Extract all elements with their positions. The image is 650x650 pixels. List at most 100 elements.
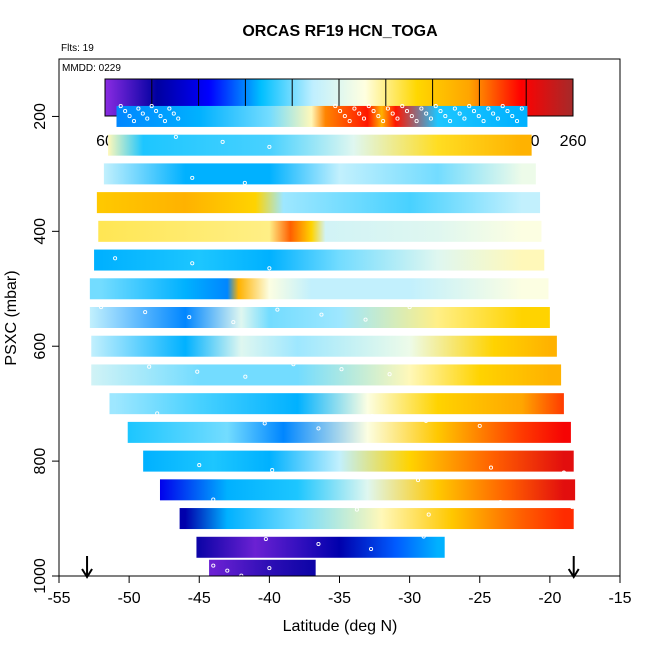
sample-point: [171, 111, 176, 116]
sample-point: [140, 111, 145, 116]
sample-point: [371, 109, 376, 114]
heatmap-bands: [89, 105, 576, 576]
sample-point: [263, 536, 268, 542]
sample-point: [267, 266, 272, 271]
sample-point: [158, 114, 163, 119]
sample-point: [409, 114, 414, 119]
sample-point: [220, 139, 225, 144]
sample-point: [376, 114, 381, 119]
sample-point: [136, 106, 141, 111]
sample-point: [414, 119, 419, 124]
sample-point: [231, 320, 236, 325]
sample-point: [570, 505, 575, 510]
sample-point: [208, 416, 213, 421]
heatmap-band: [159, 479, 576, 501]
sample-point: [471, 109, 477, 114]
sample-point: [426, 512, 431, 517]
sample-point: [211, 563, 216, 568]
sample-point: [363, 317, 368, 322]
sample-point: [127, 129, 132, 134]
heatmap-band: [98, 220, 542, 242]
x-tick-label: -55: [47, 590, 70, 607]
heatmap-band: [127, 421, 571, 443]
sample-point: [243, 374, 248, 379]
latitude-arrows: [81, 556, 580, 579]
sample-points: [99, 104, 575, 576]
sample-point: [147, 364, 152, 369]
sample-point: [190, 175, 195, 180]
sample-point: [145, 116, 150, 121]
sample-point: [123, 109, 128, 114]
flights-label: Flts: 19: [61, 43, 94, 54]
sample-point: [267, 144, 272, 149]
sample-point: [381, 119, 386, 124]
sample-point: [143, 310, 148, 315]
heatmap-band: [91, 364, 562, 386]
colorbar-tick-label: 260: [560, 133, 587, 150]
sample-point: [316, 426, 321, 431]
sample-point: [347, 119, 352, 124]
sample-point: [448, 119, 453, 124]
sample-point: [339, 367, 344, 372]
sample-point: [443, 114, 448, 119]
latitude-arrow: [567, 556, 580, 579]
sample-point: [319, 312, 324, 317]
sample-point: [477, 423, 482, 428]
latitude-arrow: [81, 556, 93, 579]
sample-point: [498, 500, 503, 505]
heatmap-band: [109, 393, 564, 415]
sample-point: [149, 104, 154, 109]
heatmap-band: [91, 335, 557, 357]
sample-point: [424, 111, 429, 116]
sample-point: [275, 307, 280, 312]
date-label: MMDD: 0229: [62, 63, 121, 74]
heatmap-band: [108, 134, 532, 156]
sample-point: [361, 116, 367, 121]
sample-point: [390, 111, 395, 116]
sample-point: [113, 256, 118, 261]
sample-point: [333, 104, 338, 109]
sample-point: [99, 305, 104, 310]
y-axis: 200 400 600 800 1000: [32, 103, 59, 594]
sample-point: [283, 502, 288, 507]
sample-point: [354, 507, 359, 512]
sample-point: [462, 116, 467, 121]
x-tick-label: -40: [258, 590, 281, 607]
sample-point: [438, 109, 443, 114]
sample-point: [428, 116, 434, 121]
heatmap-band: [179, 508, 574, 530]
sample-point: [197, 463, 202, 468]
sample-point: [500, 104, 505, 109]
sample-point: [505, 109, 510, 114]
x-tick-label: -25: [468, 590, 491, 607]
x-tick-label: -20: [538, 590, 561, 607]
sample-point: [433, 104, 438, 109]
sample-point: [457, 111, 462, 116]
sample-point: [476, 114, 481, 119]
sample-point: [262, 421, 267, 426]
heatmap-band: [89, 278, 549, 300]
sample-point: [343, 473, 348, 478]
sample-point: [270, 468, 275, 473]
sample-point: [435, 359, 440, 364]
sample-point: [385, 106, 390, 111]
sample-point: [352, 106, 357, 111]
sample-point: [357, 111, 362, 116]
sample-point: [225, 568, 230, 573]
sample-point: [510, 114, 515, 119]
sample-point: [395, 116, 400, 121]
sample-point: [404, 109, 410, 114]
sample-point: [162, 119, 167, 124]
sample-point: [387, 372, 392, 377]
sample-point: [187, 315, 192, 320]
sample-point: [366, 104, 371, 109]
y-tick-label: 1000: [32, 558, 49, 594]
sample-point: [370, 413, 375, 418]
sample-point: [421, 534, 426, 539]
y-tick-label: 600: [32, 333, 49, 360]
x-tick-label: -50: [118, 590, 141, 607]
sample-point: [316, 541, 321, 547]
y-tick-label: 200: [32, 103, 49, 130]
x-tick-label: -45: [188, 590, 211, 607]
